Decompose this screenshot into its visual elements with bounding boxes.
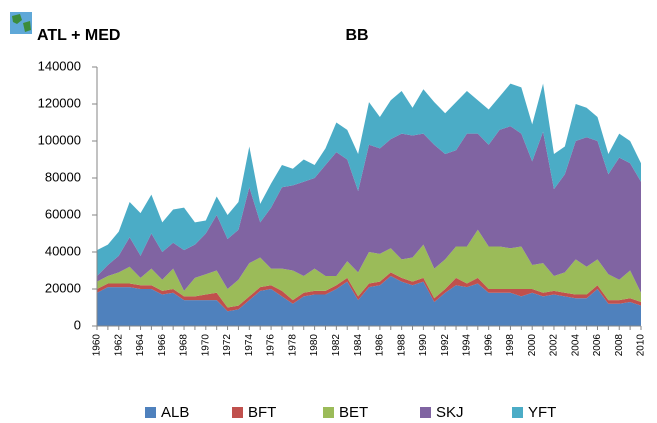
x-tick-label: 1968	[179, 334, 190, 357]
x-tick-label: 1976	[266, 334, 277, 357]
area	[97, 126, 641, 293]
legend-swatch	[232, 407, 243, 418]
x-tick-label: 1986	[375, 334, 386, 357]
y-tick-label: 100000	[38, 132, 81, 147]
area	[97, 229, 641, 308]
x-tick-label: 1960	[92, 334, 103, 357]
legend-swatch	[145, 407, 156, 418]
x-tick-label: 1996	[483, 334, 494, 357]
x-tick-label: 1964	[135, 334, 146, 357]
legend-label: BFT	[248, 404, 276, 421]
x-tick-label: 1974	[244, 334, 255, 357]
y-tick-label: 80000	[45, 169, 81, 184]
y-tick-label: 40000	[45, 243, 81, 258]
legend-label: SKJ	[436, 404, 464, 421]
x-tick-label: 1978	[287, 334, 298, 357]
x-tick-label: 1980	[309, 334, 320, 357]
x-tick-label: 2010	[636, 334, 647, 357]
x-tick-label: 1962	[113, 334, 124, 357]
legend-swatch	[420, 407, 431, 418]
chart-title: ATL + MED	[37, 27, 120, 44]
chart-subtitle: BB	[345, 27, 368, 44]
y-tick-label: 0	[74, 317, 81, 332]
legend-swatch	[323, 407, 334, 418]
x-tick-label: 1988	[396, 334, 407, 357]
x-tick-label: 2008	[614, 334, 625, 357]
globe-icon	[10, 12, 32, 34]
area	[97, 83, 641, 277]
x-tick-label: 2000	[527, 334, 538, 357]
x-tick-label: 2002	[549, 334, 560, 357]
x-tick-label: 1970	[200, 334, 211, 357]
x-tick-label: 1984	[353, 334, 364, 357]
x-tick-label: 1998	[505, 334, 516, 357]
x-tick-label: 1992	[440, 334, 451, 357]
x-tick-label: 1972	[222, 334, 233, 357]
x-tick-label: 2006	[592, 334, 603, 357]
area	[97, 272, 641, 312]
y-tick-label: 20000	[45, 280, 81, 295]
legend-label: BET	[339, 404, 368, 421]
legend-label: ALB	[161, 404, 189, 421]
y-tick-label: 140000	[38, 58, 81, 73]
y-tick-label: 120000	[38, 95, 81, 110]
legend-swatch	[512, 407, 523, 418]
area	[97, 276, 641, 326]
x-tick-label: 1990	[418, 334, 429, 357]
x-tick-label: 2004	[570, 334, 581, 357]
x-tick-label: 1966	[157, 334, 168, 357]
y-tick-label: 60000	[45, 206, 81, 221]
x-tick-label: 1994	[462, 334, 473, 357]
legend-label: YFT	[528, 404, 556, 421]
x-tick-label: 1982	[331, 334, 342, 357]
